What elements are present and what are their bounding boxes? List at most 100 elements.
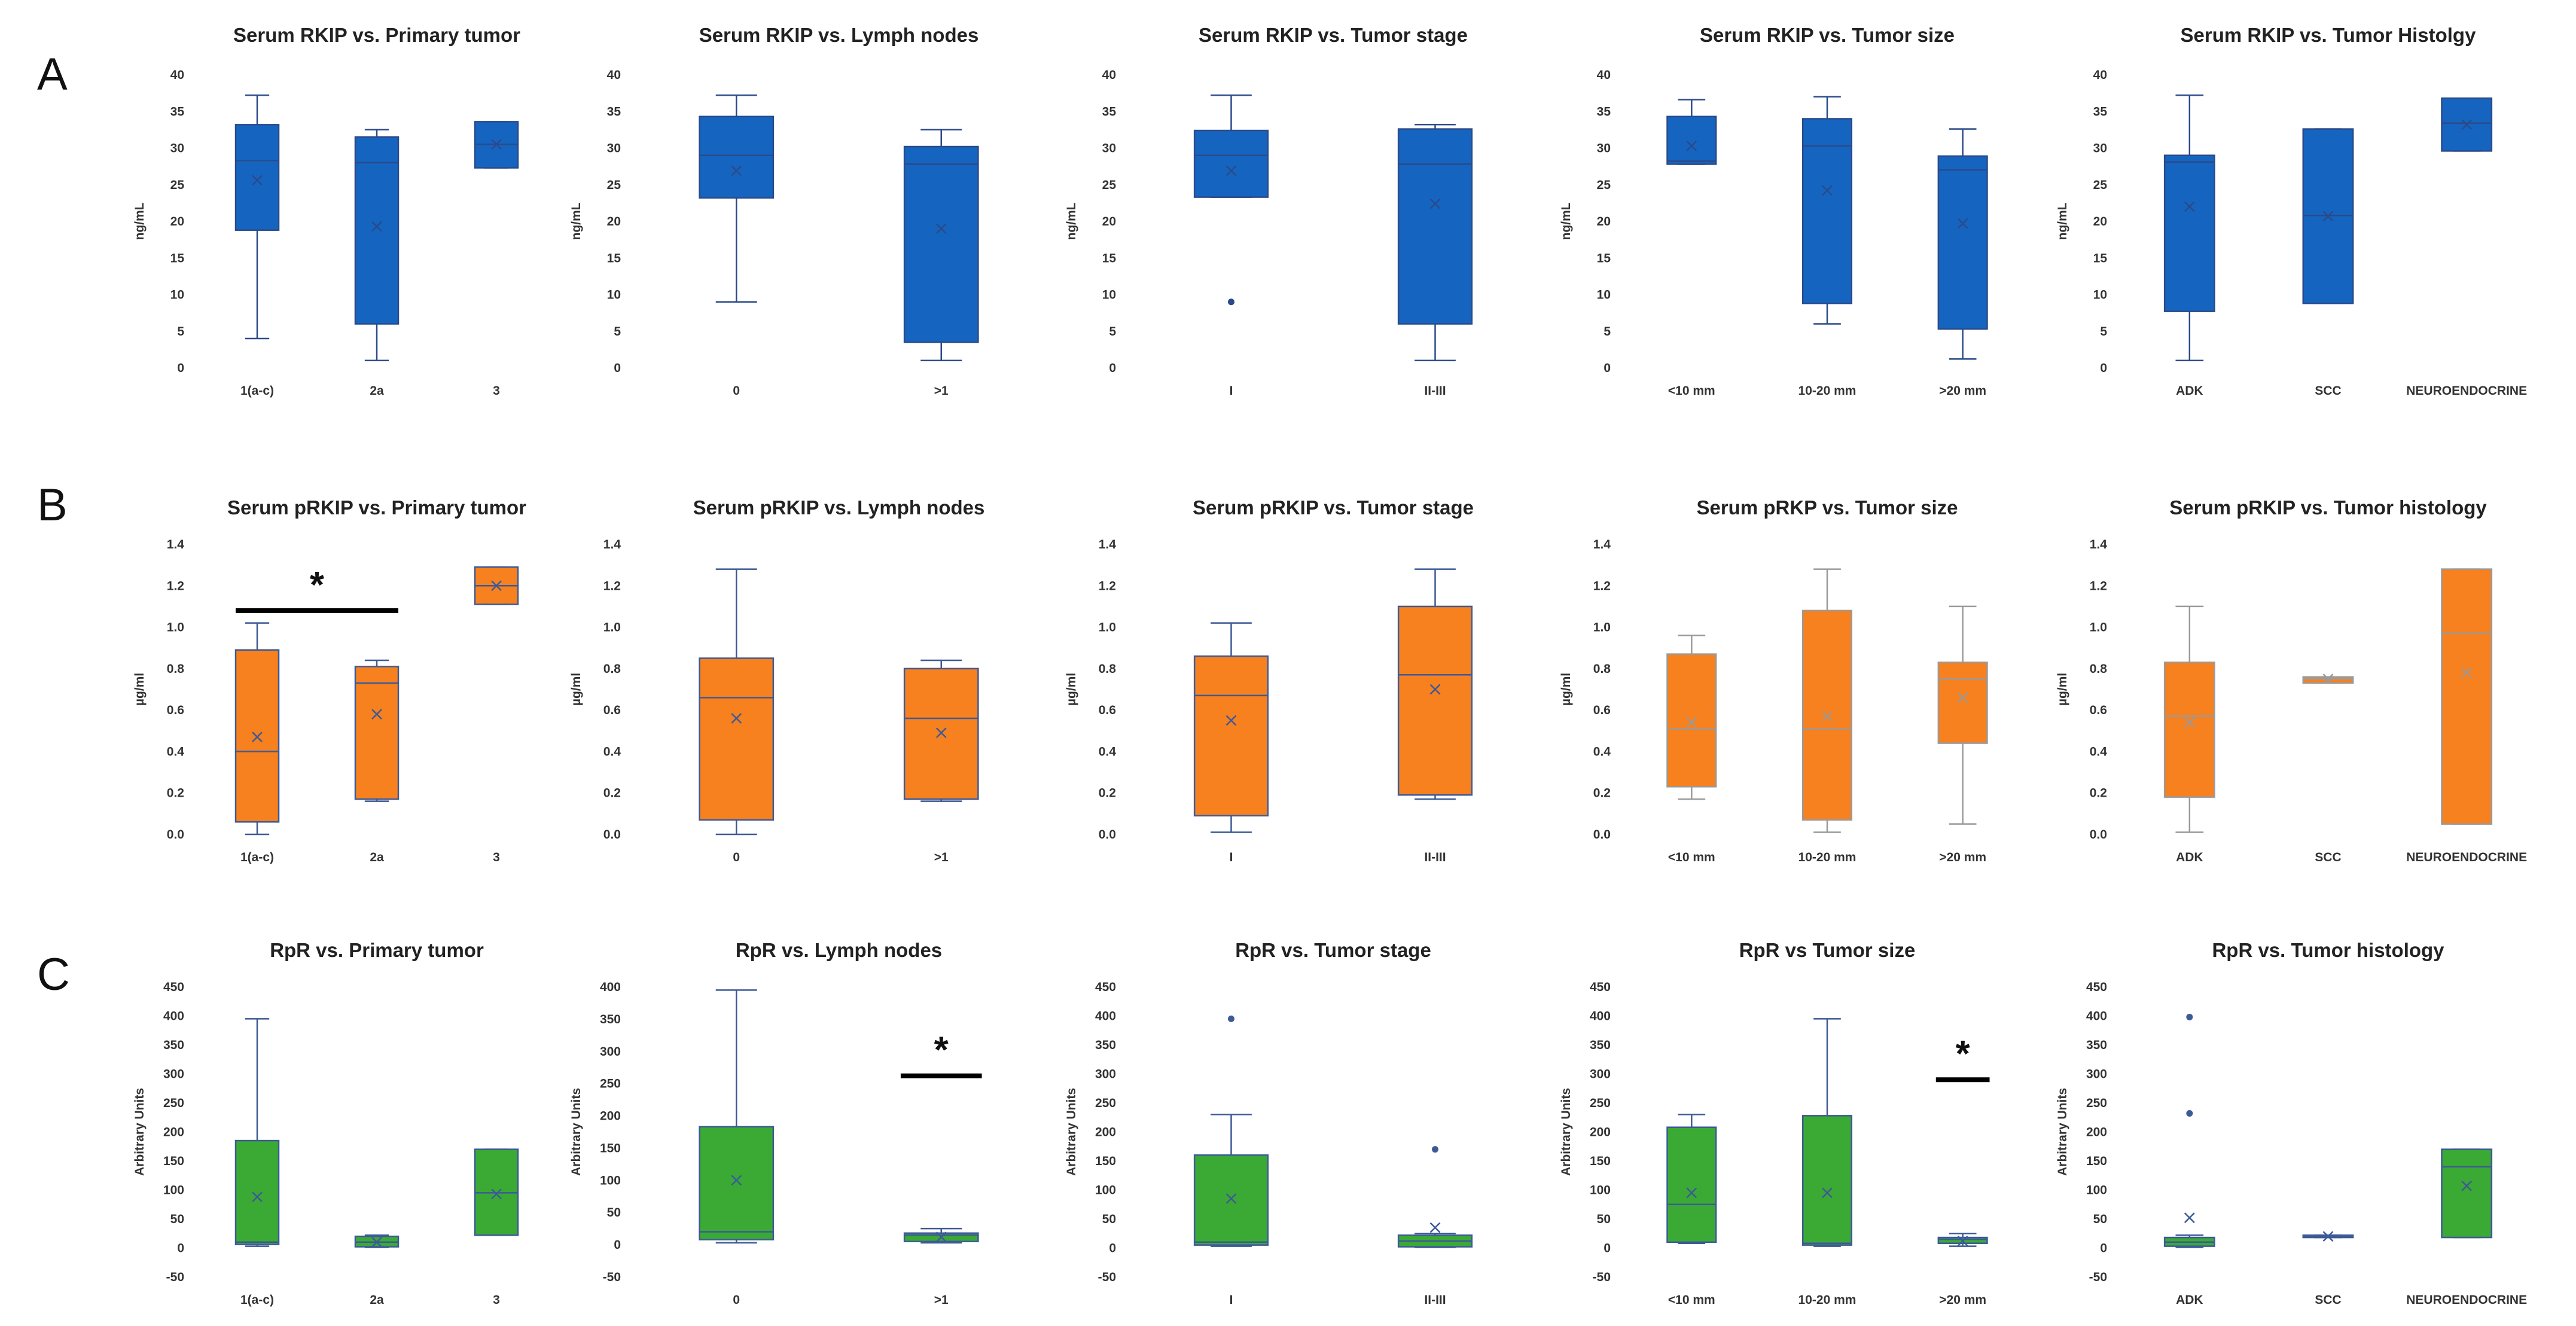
y-tick-label: 0	[2100, 1242, 2107, 1255]
y-tick-label: 0.0	[1099, 828, 1116, 842]
y-tick-label: 0.4	[1593, 745, 1611, 758]
box-iqr	[1193, 1154, 1269, 1246]
y-tick-label: 20	[607, 215, 621, 228]
y-tick-label: 25	[2093, 178, 2108, 192]
y-tick-label: 40	[2093, 68, 2107, 82]
y-tick-label: 35	[1102, 105, 1117, 118]
mean-marker	[1957, 692, 1968, 703]
y-tick-label: 350	[163, 1038, 184, 1052]
mean-marker	[1429, 684, 1441, 695]
x-category-label: 0	[733, 1293, 740, 1307]
mean-marker	[2322, 1231, 2334, 1242]
chart-a2: Serum RKIP vs. Lymph nodes ng/mL 0 5 10 15 20 2…	[569, 24, 979, 398]
y-tick-label: 400	[1095, 1010, 1116, 1023]
y-tick-label: 150	[1590, 1154, 1611, 1168]
mean-marker	[491, 1188, 502, 1200]
mean-marker	[1429, 1222, 1441, 1233]
x-category-label: ADK	[2176, 851, 2203, 864]
mean-marker	[2461, 119, 2473, 130]
y-tick-label: 250	[163, 1096, 184, 1110]
y-tick-label: 15	[2093, 251, 2108, 265]
mean-marker	[491, 139, 502, 150]
box-iqr	[2163, 662, 2215, 798]
chart-b1: Serum pRKIP vs. Primary tumor µg/ml 0.0 0.2…	[133, 496, 526, 864]
chart-c2: RpR vs. Lymph nodes Arbitrary Units -50 0 50…	[569, 939, 982, 1307]
box-iqr	[1666, 653, 1717, 788]
y-tick-label: 450	[2086, 980, 2107, 994]
y-tick-label: 30	[607, 142, 621, 156]
mean-marker	[1686, 717, 1697, 728]
y-tick-label: 25	[607, 178, 621, 192]
chart-a4: Serum RKIP vs. Tumor size ng/mL 0 5 10 15 20 25…	[1559, 24, 1988, 398]
y-tick-label: 100	[1590, 1184, 1611, 1197]
x-category-label: 10-20 mm	[1798, 851, 1856, 864]
y-tick-label: 0.6	[1593, 703, 1611, 717]
chart-b5: Serum pRKIP vs. Tumor histology µg/ml 0.0 0…	[2056, 496, 2527, 864]
x-category-label: II-III	[1424, 384, 1446, 398]
y-tick-label: -50	[1593, 1270, 1611, 1284]
x-category-label: 3	[493, 1293, 500, 1307]
x-category-label: SCC	[2315, 1293, 2341, 1307]
y-axis-label: µg/ml	[133, 673, 147, 706]
outlier-point	[2186, 1013, 2193, 1020]
chart-c5: RpR vs. Tumor histology Arbitrary Units -5…	[2056, 939, 2527, 1307]
y-tick-label: 300	[2086, 1068, 2107, 1081]
y-tick-label: 10	[170, 288, 184, 302]
mean-marker	[1686, 1187, 1697, 1199]
panel-label-c: C	[37, 949, 70, 1000]
y-tick-label: 0.4	[2090, 745, 2108, 758]
mean-marker	[731, 165, 742, 176]
mean-marker	[731, 713, 742, 724]
mean-marker	[731, 1175, 742, 1186]
box-iqr	[354, 666, 400, 800]
outlier-point	[2186, 1109, 2193, 1117]
box-iqr	[1801, 118, 1853, 304]
y-tick-label: 0.2	[2090, 787, 2107, 800]
y-tick-label: 40	[607, 68, 621, 82]
y-tick-label: 300	[1590, 1068, 1611, 1081]
y-tick-label: 0	[177, 361, 184, 375]
x-category-label: ADK	[2176, 1293, 2203, 1307]
y-tick-label: 300	[1095, 1068, 1116, 1081]
mean-marker	[2322, 211, 2334, 222]
y-tick-label: 250	[600, 1077, 621, 1091]
y-tick-label: 0	[1109, 361, 1116, 375]
y-tick-label: 0	[1603, 361, 1611, 375]
y-tick-label: 0.4	[1099, 745, 1117, 758]
x-category-label: ADK	[2176, 384, 2203, 398]
y-tick-label: 200	[163, 1126, 184, 1139]
chart-title: Serum pRKIP vs. Tumor histology	[2169, 496, 2487, 519]
y-tick-label: 0.8	[1099, 662, 1117, 676]
y-tick-label: 20	[170, 215, 184, 228]
y-tick-label: 5	[177, 325, 184, 339]
y-tick-label: 0.4	[603, 745, 621, 758]
y-tick-label: 0	[614, 1238, 621, 1252]
y-tick-label: 150	[163, 1154, 184, 1168]
mean-marker	[935, 223, 947, 234]
y-tick-label: 35	[1597, 105, 1611, 118]
y-axis-label: µg/ml	[2056, 673, 2069, 706]
box-iqr	[699, 1126, 775, 1240]
chart-c1: RpR vs. Primary tumor Arbitrary Units -50 0…	[133, 939, 519, 1307]
y-tick-label: 300	[600, 1045, 621, 1059]
y-tick-label: 25	[170, 178, 185, 192]
x-category-label: II-III	[1424, 851, 1446, 864]
y-tick-label: 0	[1603, 1242, 1611, 1255]
mean-marker	[1822, 711, 1833, 722]
mean-marker	[1686, 140, 1697, 151]
chart-title: Serum pRKP vs. Tumor size	[1696, 496, 1958, 519]
y-tick-label: 1.0	[167, 621, 184, 635]
y-tick-label: 350	[2086, 1038, 2107, 1052]
chart-c4: RpR vs Tumor size Arbitrary Units -50 0 50 10…	[1559, 939, 1990, 1307]
box-iqr	[234, 1139, 280, 1245]
y-tick-label: 250	[1590, 1096, 1611, 1110]
chart-a5: Serum RKIP vs. Tumor Histolgy ng/mL 0 5 10 15…	[2056, 24, 2527, 398]
y-tick-label: 200	[1095, 1126, 1116, 1139]
box-iqr	[1397, 128, 1473, 325]
y-tick-label: 5	[1109, 325, 1116, 339]
chart-title: Serum RKIP vs. Tumor Histolgy	[2181, 24, 2477, 46]
box-iqr	[1937, 662, 1988, 744]
mean-marker	[2322, 673, 2334, 685]
chart-title: RpR vs Tumor size	[1739, 939, 1916, 961]
chart-title: RpR vs. Tumor histology	[2212, 939, 2444, 961]
